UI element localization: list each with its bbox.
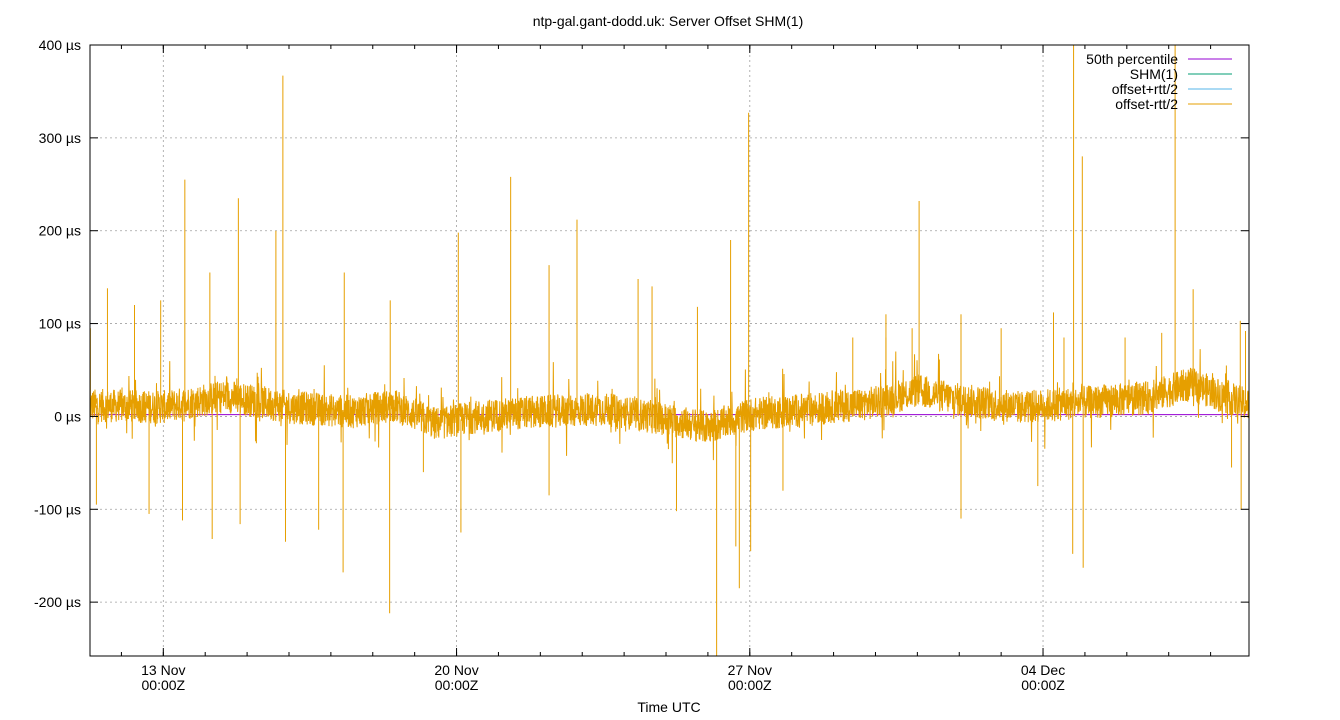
legend-label: offset-rtt/2 [1115,96,1178,112]
y-tick-label: 300 µs [39,130,81,146]
chart-title: ntp-gal.gant-dodd.uk: Server Offset SHM(… [533,13,804,29]
y-tick-label: -200 µs [34,594,81,610]
legend-label: offset+rtt/2 [1112,81,1178,97]
y-tick-labels: 400 µs 300 µs 200 µs 100 µs 0 µs -100 µs -200 … [34,37,81,610]
y-tick-label: 400 µs [39,37,81,53]
x-tick-label: 00:00Z [435,677,479,693]
x-tick-label: 00:00Z [728,677,772,693]
plot-frame [89,44,1250,657]
legend-label: 50th percentile [1086,51,1178,67]
series-layer [89,45,1250,656]
axis-ticks [90,44,1249,656]
x-tick-label: 27 Nov [728,662,772,678]
y-tick-label: 100 µs [39,316,81,332]
y-tick-label: -100 µs [34,501,81,517]
series-line-offset-rtt [89,349,1250,464]
x-tick-label: 13 Nov [141,662,185,678]
y-tick-label: 0 µs [54,408,81,424]
x-tick-label: 00:00Z [142,677,186,693]
x-tick-label: 00:00Z [1021,677,1065,693]
legend-label: SHM(1) [1130,66,1178,82]
x-axis-label: Time UTC [637,699,700,715]
x-tick-label: 20 Nov [434,662,478,678]
legend: 50th percentileSHM(1)offset+rtt/2offset-… [1086,51,1232,112]
y-tick-label: 200 µs [39,223,81,239]
x-tick-label: 04 Dec [1021,662,1065,678]
grid-lines [90,44,1249,656]
